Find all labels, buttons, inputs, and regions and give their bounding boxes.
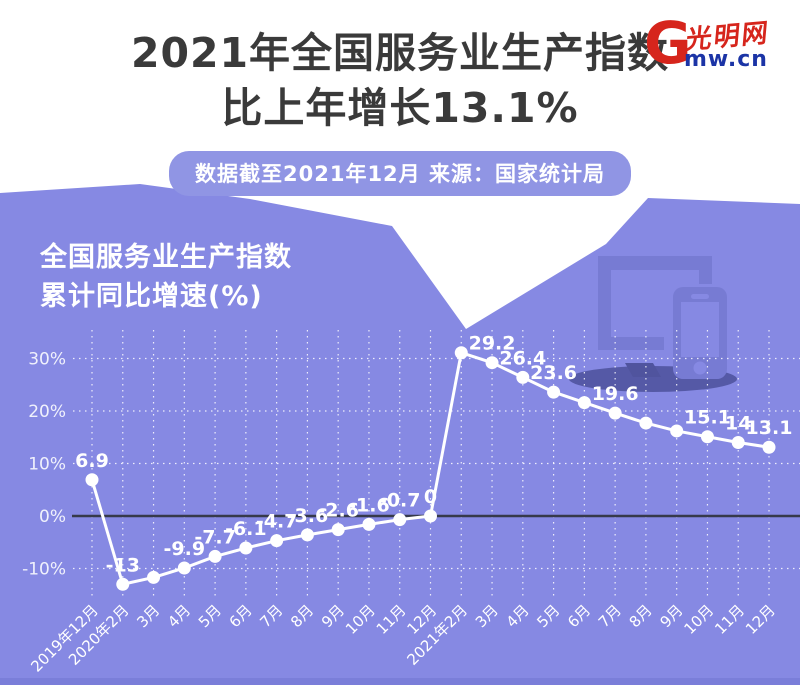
y-axis-tick-label: 10% bbox=[28, 455, 66, 475]
gmw-logo: G 光明网 mw.cn bbox=[642, 14, 792, 86]
data-point-label: 23.6 bbox=[530, 362, 577, 384]
data-point-dot bbox=[147, 570, 161, 584]
data-point-dot bbox=[116, 577, 130, 591]
data-point-dot bbox=[762, 440, 776, 454]
footer-strip bbox=[0, 678, 800, 685]
data-point-dot bbox=[424, 509, 437, 523]
data-source-badge: 数据截至2021年12月 来源：国家统计局 bbox=[169, 151, 631, 197]
title-line-1: 2021年全国服务业生产指数 bbox=[130, 29, 670, 77]
data-point-label: -3.6 bbox=[287, 505, 329, 527]
page-title: 2021年全国服务业生产指数 比上年增长13.1% bbox=[0, 26, 800, 135]
logo-g-glyph: G bbox=[644, 9, 692, 77]
y-axis-tick-label: 0% bbox=[39, 507, 66, 527]
data-point-dot bbox=[270, 534, 284, 548]
data-point-label: -13 bbox=[106, 554, 140, 576]
data-point-label: 13.1 bbox=[746, 417, 793, 439]
data-point-dot bbox=[547, 385, 561, 399]
data-point-label: -7.7 bbox=[194, 526, 236, 548]
data-point-label: -4.7 bbox=[256, 511, 298, 533]
data-point-label: -1.6 bbox=[348, 494, 390, 516]
data-point-dot bbox=[700, 430, 714, 444]
data-point-label: 0 bbox=[424, 486, 437, 508]
data-point-dot bbox=[577, 396, 591, 410]
chart-heading-line-1: 全国服务业生产指数 bbox=[40, 242, 292, 273]
data-point-dot bbox=[454, 346, 468, 360]
chart-heading: 全国服务业生产指数 累计同比增速(%) bbox=[40, 238, 292, 316]
header: 2021年全国服务业生产指数 比上年增长13.1% 数据截至2021年12月 来… bbox=[0, 0, 800, 197]
data-point-dot bbox=[85, 473, 99, 487]
data-point-dot bbox=[516, 370, 530, 384]
data-point-dot bbox=[485, 356, 499, 370]
data-point-dot bbox=[393, 513, 407, 527]
data-point-dot bbox=[208, 549, 222, 563]
devices-icon bbox=[569, 256, 737, 392]
data-point-label: 26.4 bbox=[499, 347, 546, 369]
data-point-dot bbox=[670, 424, 684, 438]
y-axis-tick-label: -10% bbox=[22, 560, 66, 580]
data-point-dot bbox=[239, 541, 253, 555]
data-point-label: -6.1 bbox=[225, 518, 267, 540]
data-point-dot bbox=[331, 523, 345, 537]
y-axis-tick-label: 20% bbox=[28, 402, 66, 422]
data-point-dot bbox=[177, 561, 191, 575]
title-line-2: 比上年增长13.1% bbox=[221, 83, 579, 132]
data-point-dot bbox=[731, 436, 745, 449]
logo-domain-text: mw.cn bbox=[684, 47, 768, 72]
chart-heading-line-2: 累计同比增速(%) bbox=[40, 281, 263, 313]
data-point-dot bbox=[362, 517, 376, 531]
data-point-label: -9.9 bbox=[164, 538, 206, 560]
data-point-dot bbox=[300, 528, 314, 542]
data-point-label: 19.6 bbox=[592, 383, 639, 405]
data-point-label: -0.7 bbox=[379, 490, 421, 512]
data-point-label: 14 bbox=[725, 413, 751, 435]
data-point-dot bbox=[639, 416, 653, 430]
data-point-label: 6.9 bbox=[75, 450, 109, 472]
data-point-label: 15.1 bbox=[684, 407, 731, 429]
y-axis-tick-label: 30% bbox=[28, 350, 66, 370]
data-point-label: 29.2 bbox=[469, 333, 516, 355]
data-point-label: -2.6 bbox=[317, 500, 359, 522]
data-point-dot bbox=[608, 406, 622, 420]
